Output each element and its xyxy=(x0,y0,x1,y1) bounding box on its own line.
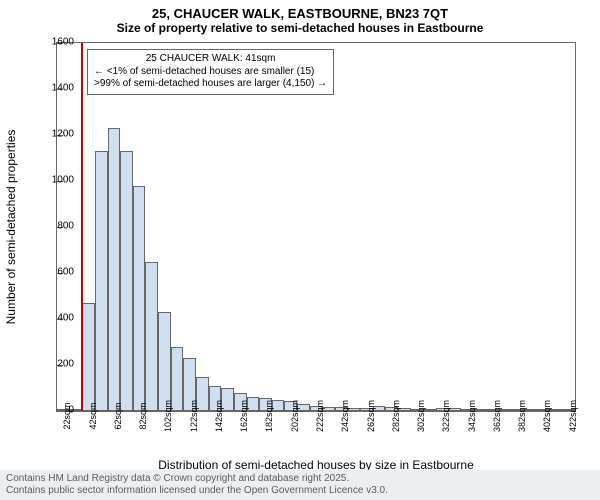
x-tick-label: 222sqm xyxy=(315,400,325,432)
chart-title: 25, CHAUCER WALK, EASTBOURNE, BN23 7QT xyxy=(0,0,600,21)
x-tick-label: 402sqm xyxy=(542,400,552,432)
x-tick-label: 342sqm xyxy=(467,400,477,432)
annotation-box: 25 CHAUCER WALK: 41sqm← <1% of semi-deta… xyxy=(87,49,334,95)
plot-area: 25 CHAUCER WALK: 41sqm← <1% of semi-deta… xyxy=(56,42,576,412)
y-tick-label: 1200 xyxy=(34,129,74,140)
x-tick-label: 162sqm xyxy=(239,400,249,432)
x-tick-label: 382sqm xyxy=(517,400,527,432)
histogram-bar xyxy=(145,262,158,412)
x-tick-label: 182sqm xyxy=(264,400,274,432)
x-tick-label: 422sqm xyxy=(568,400,578,432)
x-tick-label: 302sqm xyxy=(416,400,426,432)
annotation-line-3: >99% of semi-detached houses are larger … xyxy=(94,78,327,91)
footer-line-2: Contains public sector information licen… xyxy=(6,485,594,497)
annotation-line-1: 25 CHAUCER WALK: 41sqm xyxy=(94,53,327,66)
chart-subtitle: Size of property relative to semi-detach… xyxy=(0,21,600,39)
footer-line-1: Contains HM Land Registry data © Crown c… xyxy=(6,473,594,485)
x-tick-label: 102sqm xyxy=(163,400,173,432)
x-tick-label: 22sqm xyxy=(62,402,72,429)
histogram-bar xyxy=(82,303,95,411)
chart-container: 25, CHAUCER WALK, EASTBOURNE, BN23 7QT S… xyxy=(0,0,600,500)
x-tick-label: 362sqm xyxy=(492,400,502,432)
histogram-bar xyxy=(95,151,108,411)
x-tick-label: 62sqm xyxy=(113,402,123,429)
y-tick-label: 1600 xyxy=(34,37,74,48)
x-tick-label: 262sqm xyxy=(366,400,376,432)
histogram-bar xyxy=(108,128,121,411)
histogram-bar xyxy=(158,312,171,411)
histogram-bar xyxy=(133,186,146,411)
x-tick-label: 202sqm xyxy=(290,400,300,432)
histogram-bar xyxy=(120,151,133,411)
y-tick-label: 600 xyxy=(34,267,74,278)
annotation-line-2: ← <1% of semi-detached houses are smalle… xyxy=(94,66,327,79)
footer-attribution: Contains HM Land Registry data © Crown c… xyxy=(0,470,600,500)
y-tick-label: 200 xyxy=(34,359,74,370)
x-tick-label: 42sqm xyxy=(88,402,98,429)
x-tick-label: 322sqm xyxy=(441,400,451,432)
x-tick-label: 242sqm xyxy=(340,400,350,432)
y-axis-label: Number of semi-detached properties xyxy=(4,42,18,412)
y-tick-label: 1000 xyxy=(34,175,74,186)
x-tick-label: 122sqm xyxy=(189,400,199,432)
x-tick-label: 142sqm xyxy=(214,400,224,432)
x-tick-label: 282sqm xyxy=(391,400,401,432)
y-tick-label: 400 xyxy=(34,313,74,324)
x-tick-label: 82sqm xyxy=(138,402,148,429)
y-tick-label: 800 xyxy=(34,221,74,232)
y-tick-label: 1400 xyxy=(34,83,74,94)
property-marker-line xyxy=(81,43,83,411)
